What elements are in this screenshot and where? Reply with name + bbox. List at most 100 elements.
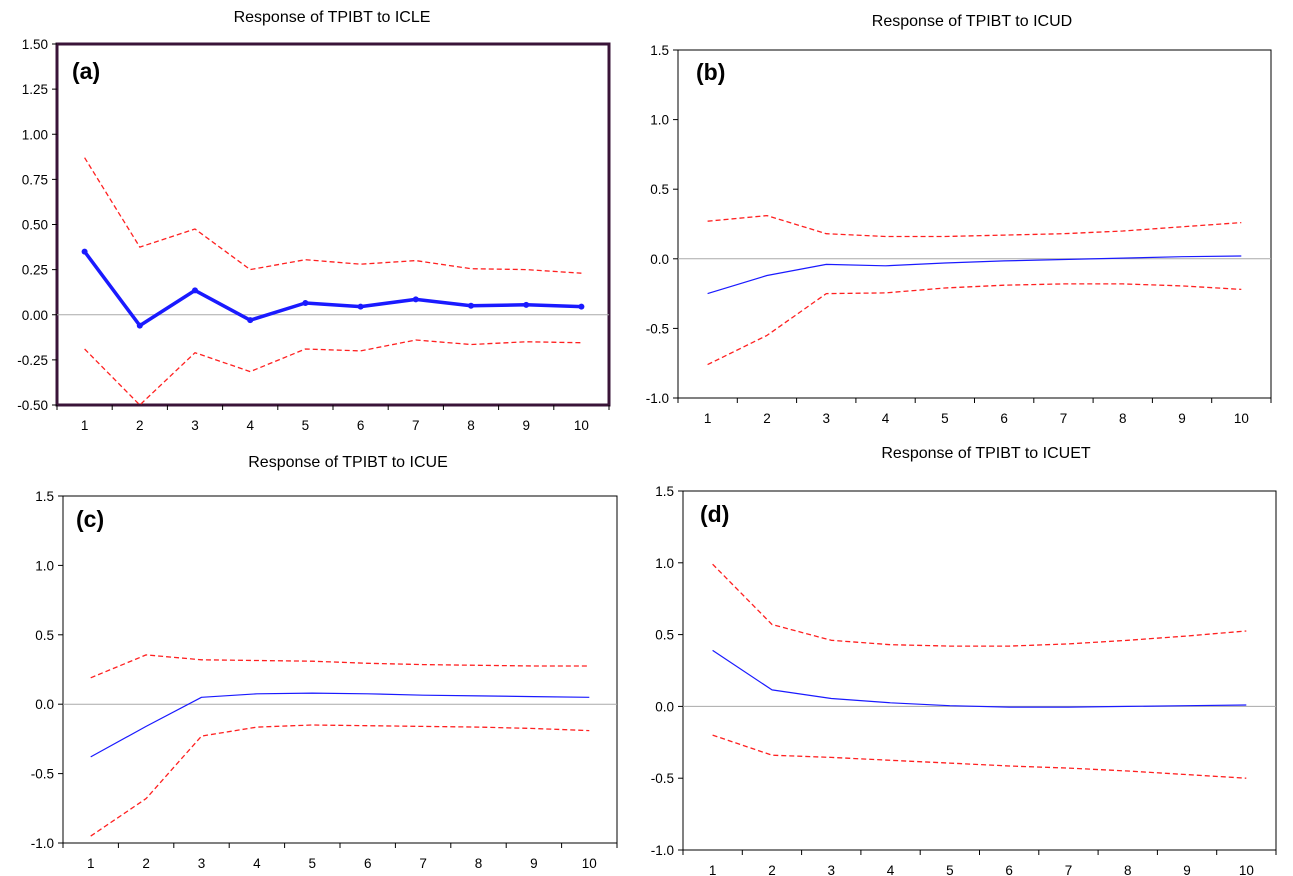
x-tick-label: 2 [768, 863, 776, 876]
response-line [712, 649, 1247, 708]
y-tick-label: 1.0 [655, 556, 674, 571]
y-tick-label: -1.0 [651, 843, 674, 858]
x-tick-label: 10 [574, 418, 589, 433]
y-tick-label: 0.75 [22, 172, 48, 187]
y-tick-label: 0.5 [650, 182, 669, 197]
y-tick-label: 1.00 [22, 127, 48, 142]
upper-band-line [90, 654, 590, 679]
x-tick-label: 8 [1119, 411, 1127, 426]
panel-letter: (d) [700, 501, 729, 527]
x-tick-label: 1 [709, 863, 717, 876]
x-tick-label: 10 [1239, 863, 1254, 876]
x-tick-label: 6 [1000, 411, 1008, 426]
x-tick-label: 10 [1234, 411, 1249, 426]
x-tick-label: 1 [704, 411, 712, 426]
response-point [468, 302, 474, 309]
x-tick-label: 7 [412, 418, 420, 433]
y-tick-label: 0.00 [22, 308, 48, 323]
x-tick-label: 5 [309, 856, 317, 871]
x-tick-label: 7 [419, 856, 427, 871]
x-tick-label: 8 [1124, 863, 1132, 876]
lower-band-line [712, 734, 1247, 779]
y-tick-label: 0.0 [655, 699, 674, 714]
y-tick-label: -1.0 [646, 391, 669, 406]
x-tick-label: 4 [887, 863, 895, 876]
response-line [90, 692, 590, 758]
upper-band-line [707, 214, 1242, 238]
plot-frame [62, 495, 618, 844]
x-tick-label: 5 [941, 411, 949, 426]
x-tick-label: 7 [1065, 863, 1073, 876]
y-tick-label: -0.5 [651, 771, 674, 786]
x-tick-label: 4 [246, 418, 254, 433]
y-tick-label: 1.0 [650, 113, 669, 128]
x-tick-label: 2 [136, 418, 144, 433]
x-tick-label: 5 [946, 863, 954, 876]
y-tick-label: -0.5 [646, 321, 669, 336]
x-tick-label: 2 [142, 856, 150, 871]
y-tick-label: -0.50 [17, 398, 48, 413]
chart-title: Response of TPIBT to ICUD [872, 13, 1072, 30]
y-tick-label: 1.5 [35, 489, 54, 504]
chart-title: Response of TPIBT to ICLE [234, 9, 431, 26]
y-tick-label: 1.25 [22, 82, 48, 97]
x-tick-label: 3 [827, 863, 835, 876]
x-tick-label: 1 [87, 856, 95, 871]
response-point [523, 301, 530, 308]
y-tick-label: 0.5 [35, 628, 54, 643]
x-tick-label: 2 [763, 411, 771, 426]
x-tick-label: 7 [1060, 411, 1068, 426]
x-tick-label: 8 [467, 418, 475, 433]
x-tick-label: 6 [1005, 863, 1013, 876]
y-tick-label: 1.0 [35, 558, 54, 573]
panel-letter: (c) [76, 506, 104, 532]
x-tick-label: 9 [530, 856, 538, 871]
response-line [707, 255, 1242, 295]
y-tick-label: 0.25 [22, 263, 48, 278]
response-point [357, 303, 364, 310]
upper-band-line [712, 563, 1247, 647]
plot-frame [55, 42, 611, 407]
panel-letter: (b) [696, 59, 725, 85]
x-tick-label: 3 [191, 418, 199, 433]
x-tick-label: 6 [364, 856, 372, 871]
upper-band-line [84, 157, 582, 274]
plot-frame [682, 490, 1277, 851]
x-tick-label: 5 [302, 418, 310, 433]
y-tick-label: -1.0 [31, 836, 54, 851]
y-tick-label: 0.50 [22, 218, 48, 233]
chart-title: Response of TPIBT to ICUE [248, 454, 448, 471]
y-tick-label: 1.5 [655, 484, 674, 499]
x-tick-label: 3 [822, 411, 830, 426]
response-point [192, 287, 198, 294]
y-tick-label: 0.0 [35, 697, 54, 712]
y-tick-label: 0.0 [650, 252, 669, 267]
x-tick-label: 4 [253, 856, 261, 871]
x-tick-label: 4 [882, 411, 890, 426]
panel-letter: (a) [72, 58, 100, 84]
response-point [412, 296, 419, 303]
response-point [81, 248, 88, 255]
response-point [247, 317, 254, 324]
lower-band-line [84, 339, 582, 406]
x-tick-label: 3 [198, 856, 206, 871]
y-tick-label: 0.5 [655, 628, 674, 643]
x-tick-label: 10 [582, 856, 597, 871]
lower-band-line [707, 283, 1242, 366]
x-tick-label: 1 [81, 418, 89, 433]
x-tick-label: 8 [475, 856, 483, 871]
plot-frame [677, 49, 1272, 399]
chart-title: Response of TPIBT to ICUET [881, 445, 1091, 462]
response-point [578, 303, 585, 310]
y-tick-label: 1.5 [650, 43, 669, 58]
x-tick-label: 6 [357, 418, 365, 433]
y-tick-label: 1.50 [22, 37, 48, 52]
response-point [302, 300, 309, 307]
chart-panel-b: Response of TPIBT to ICUD 1.5 1.0 0.5 0.0 -0.… [646, 13, 1272, 426]
x-tick-label: 9 [1178, 411, 1186, 426]
chart-panel-d: Response of TPIBT to ICUET 1.5 1.0 0.5 0.0 -0… [651, 445, 1277, 876]
x-tick-label: 9 [522, 418, 530, 433]
y-tick-label: -0.25 [17, 353, 48, 368]
y-tick-label: -0.5 [31, 767, 54, 782]
